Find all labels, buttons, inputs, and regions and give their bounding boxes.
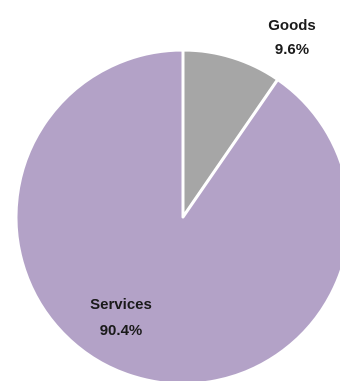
slice-layer: [14, 48, 340, 386]
services-value-label: 90.4%: [100, 322, 143, 339]
goods-name-label: Goods: [268, 17, 316, 34]
label-layer: Goods 9.6% Services 90.4%: [90, 17, 316, 339]
services-name-label: Services: [90, 296, 152, 313]
goods-value-label: 9.6%: [275, 41, 309, 58]
pie-slice-services: [14, 48, 340, 386]
pie-slice-goods: [181, 48, 280, 219]
